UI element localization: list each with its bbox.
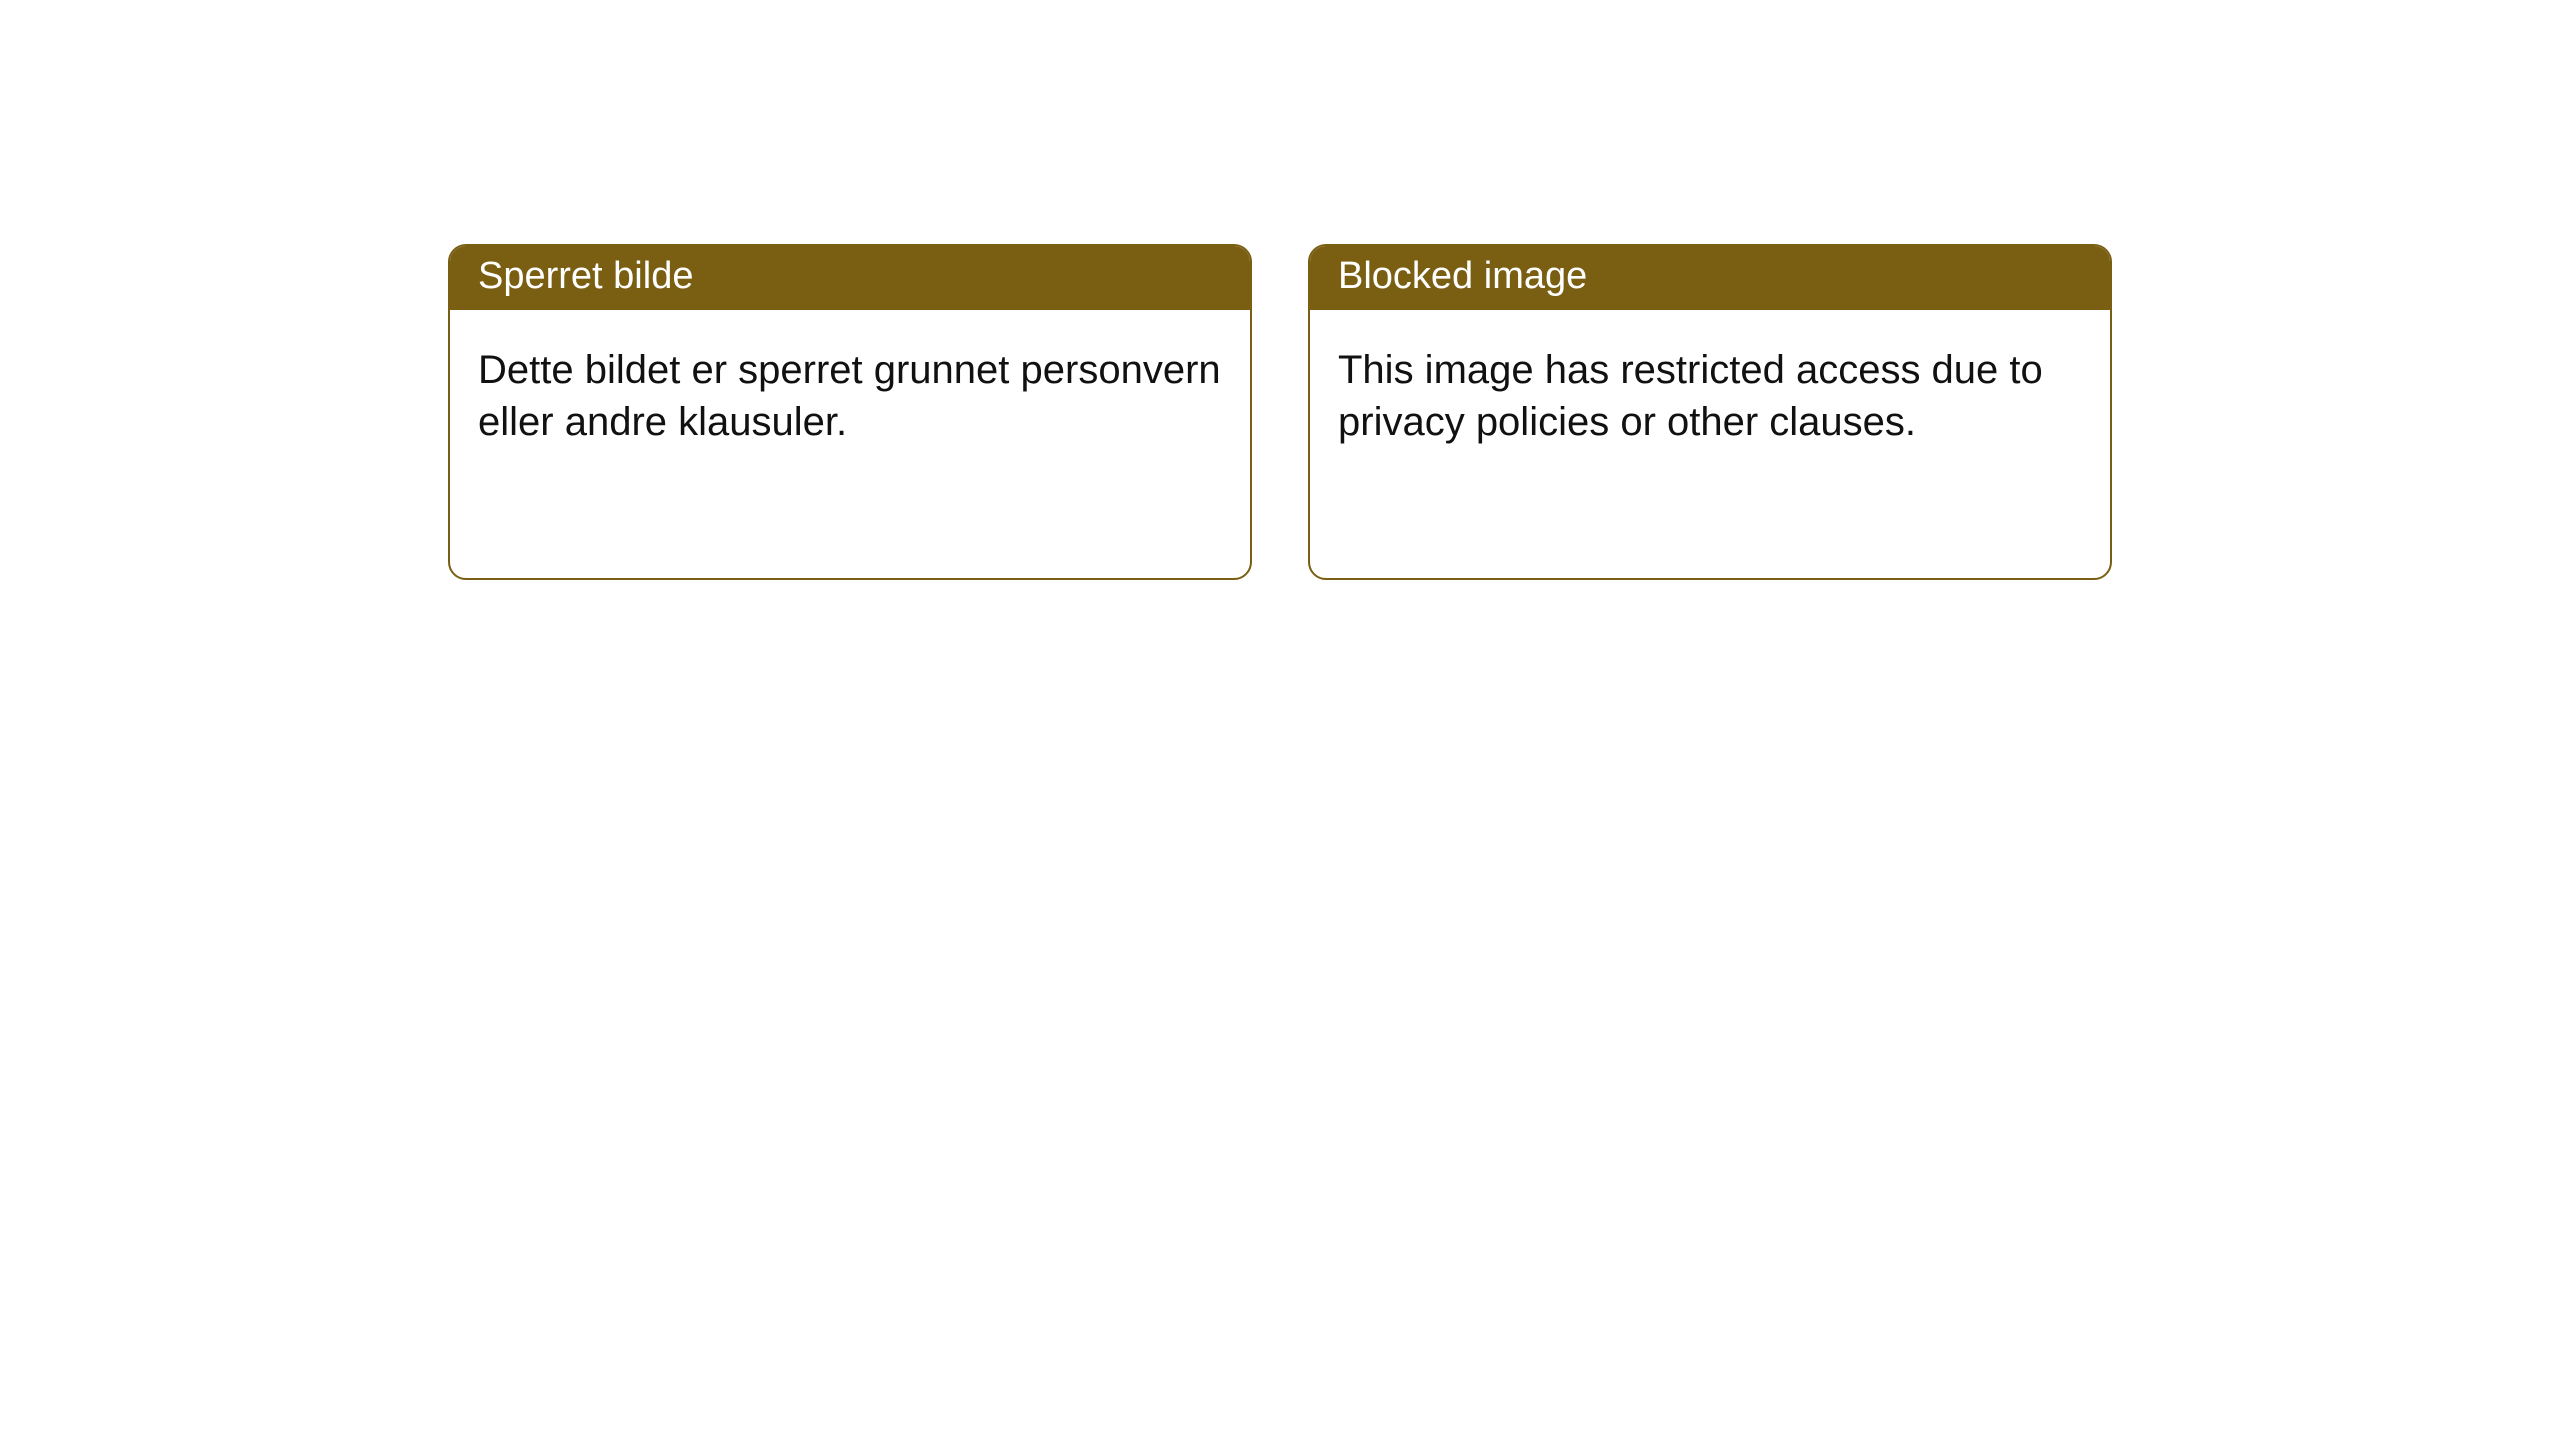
notice-body: Dette bildet er sperret grunnet personve… xyxy=(450,310,1250,482)
notice-header: Blocked image xyxy=(1310,246,2110,310)
notice-header: Sperret bilde xyxy=(450,246,1250,310)
notice-box-english: Blocked image This image has restricted … xyxy=(1308,244,2112,580)
notice-container: Sperret bilde Dette bildet er sperret gr… xyxy=(0,0,2560,580)
notice-box-norwegian: Sperret bilde Dette bildet er sperret gr… xyxy=(448,244,1252,580)
notice-body: This image has restricted access due to … xyxy=(1310,310,2110,482)
